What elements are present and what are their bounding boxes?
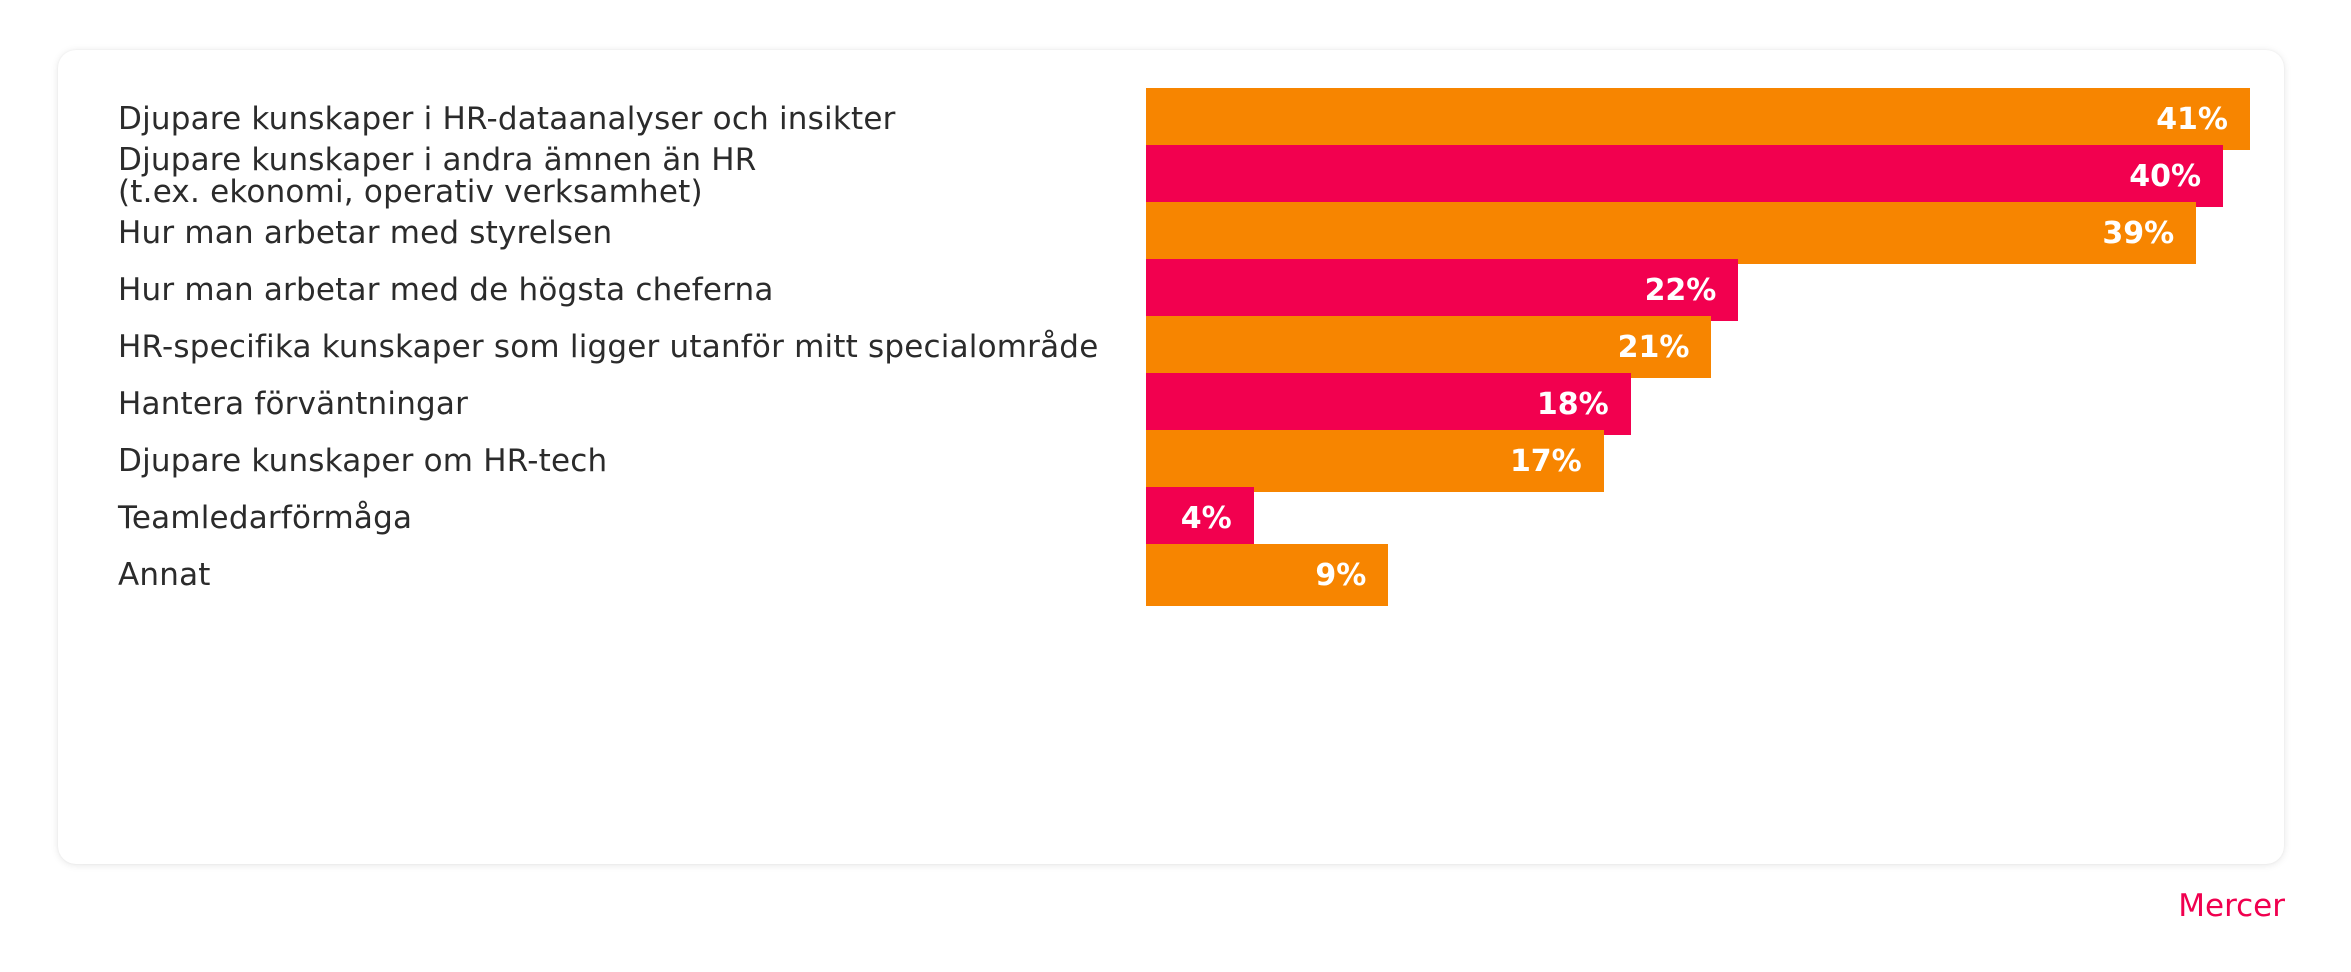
bar: 39% xyxy=(1146,202,2197,264)
bar: 40% xyxy=(1146,145,2224,207)
bar-value-label: 9% xyxy=(1315,557,1367,593)
category-label: Annat xyxy=(118,557,211,593)
bar-value-label: 18% xyxy=(1536,386,1609,422)
bar: 17% xyxy=(1146,430,1604,492)
chart-card: Djupare kunskaper i HR-dataanalyser och … xyxy=(58,50,2284,864)
bar-row: Djupare kunskaper om HR-tech 17% xyxy=(58,430,2284,492)
bar: 18% xyxy=(1146,373,1631,435)
category-label: Hur man arbetar med de högsta cheferna xyxy=(118,272,774,308)
bar: 9% xyxy=(1146,544,1389,606)
category-label: Hantera förväntningar xyxy=(118,386,469,422)
bar-value-label: 21% xyxy=(1617,329,1690,365)
bar-value-label: 17% xyxy=(1509,443,1582,479)
bar: 4% xyxy=(1146,487,1254,549)
bar-value-label: 40% xyxy=(2129,158,2202,194)
bar-row: Hur man arbetar med de högsta cheferna 22… xyxy=(58,259,2284,321)
bar-row: Annat 9% xyxy=(58,544,2284,606)
bar: 21% xyxy=(1146,316,1712,378)
bar-row: Hur man arbetar med styrelsen 39% xyxy=(58,202,2284,264)
category-label: Djupare kunskaper i HR-dataanalyser och … xyxy=(118,101,896,137)
mercer-logo: Mercer xyxy=(2178,888,2285,924)
bar-value-label: 4% xyxy=(1180,500,1232,536)
bar: 41% xyxy=(1146,88,2250,150)
bar-row: HR-specifika kunskaper som ligger utanfö… xyxy=(58,316,2284,378)
bar: 22% xyxy=(1146,259,1739,321)
bar-value-label: 41% xyxy=(2156,101,2228,137)
category-label: Hur man arbetar med styrelsen xyxy=(118,215,613,251)
bar-row: Djupare kunskaper i andra ämnen än HR (t… xyxy=(58,142,2284,210)
bar-value-label: 22% xyxy=(1644,272,1717,308)
bar-row: Hantera förväntningar 18% xyxy=(58,373,2284,435)
bar-value-label: 39% xyxy=(2102,215,2175,251)
bar-row: Teamledarförmåga 4% xyxy=(58,487,2284,549)
category-label: Djupare kunskaper i andra ämnen än HR (t… xyxy=(118,142,757,210)
bar-row: Djupare kunskaper i HR-dataanalyser och … xyxy=(58,88,2284,150)
category-label: HR-specifika kunskaper som ligger utanfö… xyxy=(118,329,1099,365)
category-label: Teamledarförmåga xyxy=(118,500,413,536)
category-label: Djupare kunskaper om HR-tech xyxy=(118,443,608,479)
